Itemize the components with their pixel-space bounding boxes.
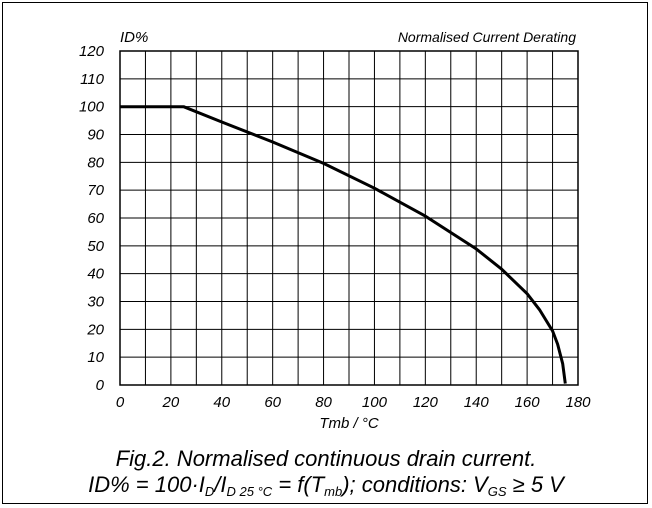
x-tick-label: 80 [315,394,332,411]
x-tick-label: 140 [464,394,490,411]
derating-curve [120,105,567,384]
x-tick-label: 100 [362,394,388,411]
caption-sub-mb: mb [324,484,343,499]
y-tick-label: 50 [87,238,104,255]
x-axis-ticks: 0 20 40 60 80 100 120 140 160 180 [116,394,591,411]
caption-sub-d: D [204,484,215,499]
y-axis-label: ID% [120,29,148,46]
y-tick-label: 60 [87,210,104,227]
x-tick-label: 0 [116,394,125,411]
y-axis-ticks: 0 10 20 30 40 50 60 70 80 90 100 110 120 [79,43,105,394]
x-tick-label: 160 [515,394,541,411]
x-tick-label: 60 [264,394,281,411]
chart-title: Normalised Current Derating [398,29,576,45]
y-tick-label: 40 [87,266,104,283]
y-tick-label: 110 [80,71,105,88]
y-tick-label: 100 [79,99,105,116]
caption-suffix: ≥ 5 V [506,472,564,497]
figure-caption-title: Fig.2. Normalised continuous drain curre… [115,446,537,471]
x-tick-label: 40 [213,394,230,411]
y-tick-label: 90 [87,127,104,144]
y-tick-label: 30 [87,294,104,311]
y-tick-label: 80 [87,154,104,171]
y-tick-label: 120 [79,43,105,60]
caption-formula-prefix: ID% = 100·I [88,472,205,497]
figure-frame [2,2,648,504]
derating-chart: 0 20 40 60 80 100 120 140 160 180 0 10 20 30 40 50 60 70… [79,29,591,432]
x-tick-label: 20 [162,394,180,411]
caption-formula-mid: /I [214,472,227,497]
x-tick-label: 120 [413,394,439,411]
chart-grid [120,51,578,385]
caption-conditions: ); conditions: V [342,472,488,497]
x-axis-label: Tmb / °C [319,415,379,432]
figure-caption-formula: ID% = 100·ID/ID 25 °C = f(Tmb); conditio… [0,472,652,498]
y-tick-label: 70 [87,182,104,199]
y-tick-label: 0 [96,377,105,394]
caption-formula-eq: = f(T [272,472,325,497]
y-tick-label: 10 [87,349,104,366]
x-tick-label: 180 [565,394,591,411]
y-tick-label: 20 [86,321,104,338]
caption-sub-d25: D 25 °C [226,484,273,499]
plot-border [119,50,579,386]
caption-sub-gs: GS [487,484,507,499]
